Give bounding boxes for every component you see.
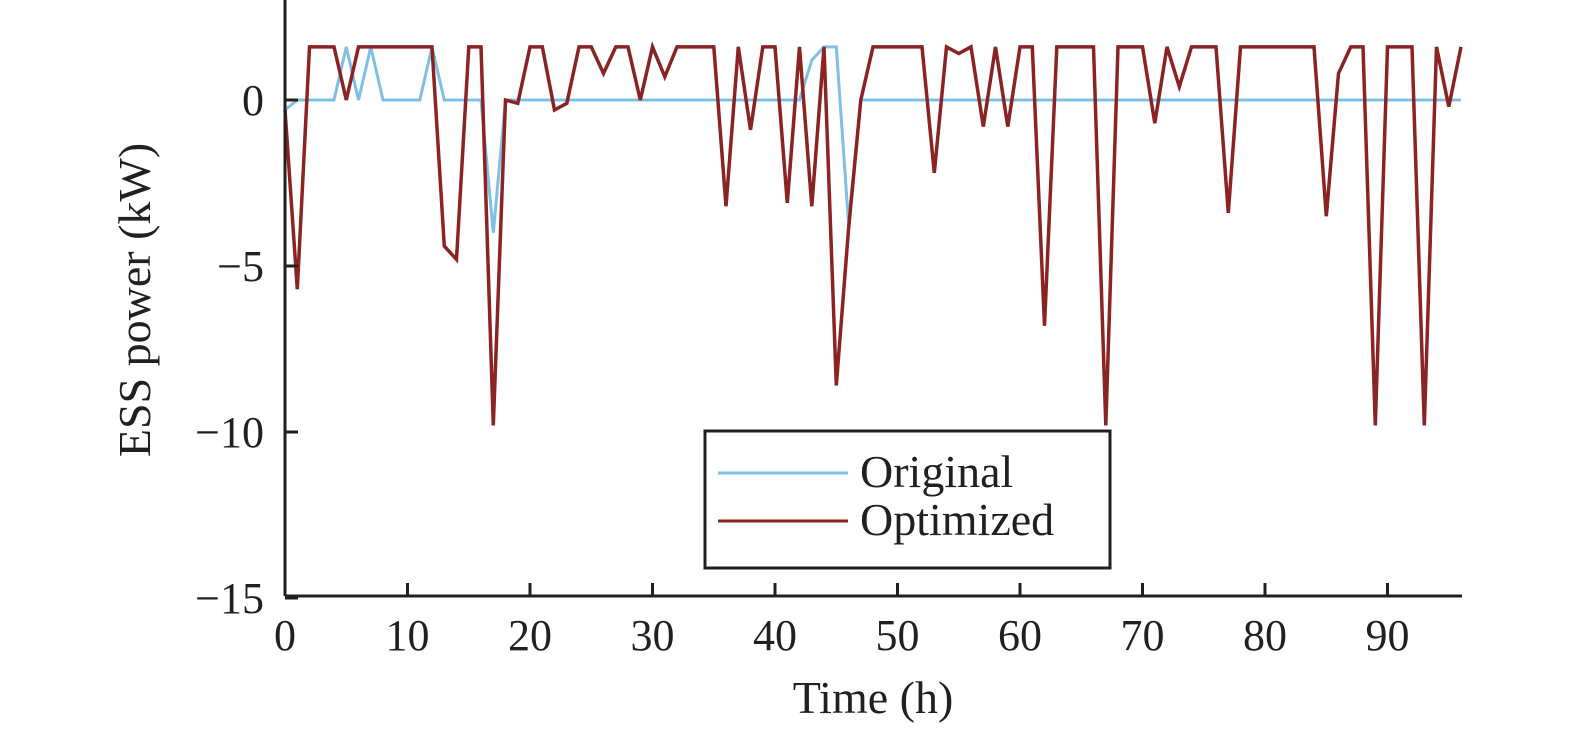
x-tick-label: 50 (876, 611, 920, 660)
legend-label-original: Original (860, 446, 1013, 497)
legend-label-optimized: Optimized (860, 494, 1054, 545)
x-axis-title: Time (h) (793, 672, 954, 723)
series-line-optimized (283, 41, 1463, 426)
y-ticks: −15 −10 −5 0 (195, 76, 298, 623)
x-tick-label: 0 (274, 611, 296, 660)
y-tick-label: −5 (217, 242, 264, 291)
y-tick-label: 0 (242, 76, 264, 125)
x-ticks: 0 10 20 30 40 50 60 70 80 90 (274, 583, 1410, 660)
y-axis-title: ESS power (kW) (109, 143, 160, 457)
legend-box (703, 429, 1112, 570)
y-tick-label: −15 (195, 574, 264, 623)
x-tick-label: 70 (1121, 611, 1165, 660)
x-tick-label: 90 (1366, 611, 1410, 660)
x-tick-label: 30 (631, 611, 675, 660)
x-tick-label: 40 (753, 611, 797, 660)
x-tick-label: 60 (998, 611, 1042, 660)
x-tick-label: 80 (1243, 611, 1287, 660)
x-tick-label: 20 (508, 611, 552, 660)
legend: Original Optimized (703, 429, 1112, 570)
series-lines (283, 41, 1463, 426)
y-tick-label: −10 (195, 408, 264, 457)
x-tick-label: 10 (386, 611, 430, 660)
